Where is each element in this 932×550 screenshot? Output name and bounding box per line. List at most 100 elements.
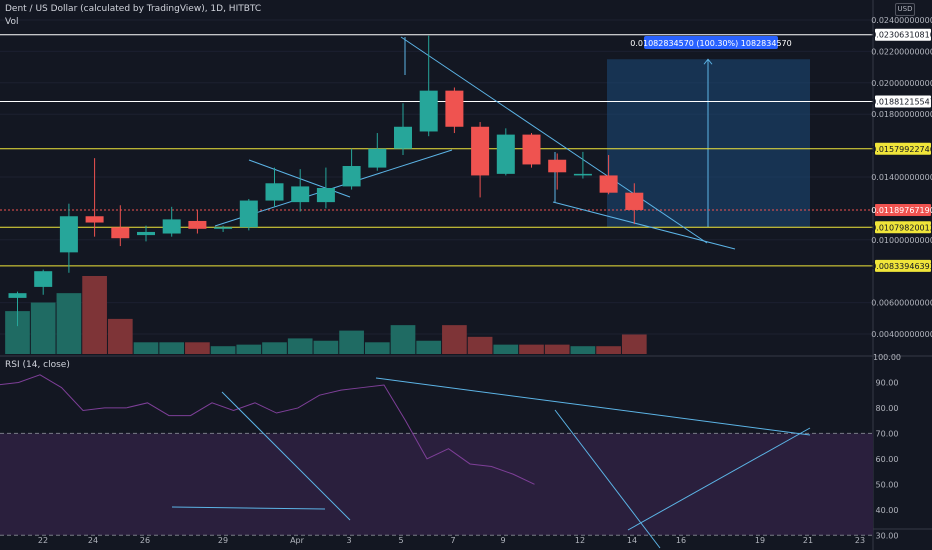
volume-legend: Vol: [5, 17, 19, 27]
price-tick-label: 0.00400000000: [871, 330, 932, 339]
price-level-label: 0.01881215547: [871, 97, 932, 106]
price-level-label: 0.01579922746: [871, 145, 932, 154]
time-tick-label: 7: [450, 536, 455, 545]
volume-bar: [56, 293, 82, 354]
volume-bar: [82, 276, 107, 354]
rsi-legend: RSI (14, close): [5, 360, 70, 370]
volume-bar: [442, 325, 467, 354]
price-level-label-box: [875, 142, 931, 155]
volume-bar: [210, 346, 236, 354]
candle-body: [496, 134, 515, 174]
volume-bar: [364, 342, 390, 354]
rsi-layer: [0, 374, 811, 549]
price-level-label: 0.01189767190: [871, 206, 932, 215]
price-level-label-box: [875, 204, 931, 217]
volume-bar: [416, 340, 442, 354]
candle-body: [8, 293, 27, 298]
price-level-label: 0.01079820012: [871, 223, 932, 232]
rsi-trendline: [221, 391, 351, 521]
volume-bar: [313, 340, 339, 354]
rsi-band-layer: [0, 432, 873, 536]
axis-labels-layer: 0.02400000000 0.02200000000 0.02000000000 0…: [38, 16, 932, 545]
candle-body: [625, 192, 644, 210]
time-tick-label: 5: [398, 536, 403, 545]
measure-tooltip-text: 0.01082834570 (100.30%) 1082834570: [630, 39, 791, 48]
price-level-label-box: [875, 259, 931, 272]
rsi-tick-label: 80.00: [876, 404, 899, 413]
price-tick-label: 0.01800000000: [871, 110, 932, 119]
candle-body: [342, 166, 361, 187]
volume-bar: [262, 342, 287, 354]
time-tick-label: 19: [755, 536, 765, 545]
rsi-line: [0, 374, 535, 485]
currency-badge[interactable]: USD: [895, 3, 915, 16]
candle-body: [85, 216, 104, 223]
trendline: [400, 36, 708, 244]
price-tick-label: 0.02000000000: [871, 79, 932, 88]
volume-bar: [596, 346, 621, 354]
candle-body: [522, 134, 541, 165]
volume-bar: [236, 344, 262, 354]
candle-body: [419, 90, 438, 132]
price-tick-label: 0.02400000000: [871, 16, 932, 25]
candle-body: [59, 216, 78, 253]
price-level-label-box: [875, 221, 931, 234]
candle-body: [573, 173, 592, 176]
rsi-tick-label: 100.00: [873, 353, 901, 362]
candle-body: [394, 126, 412, 149]
rsi-tick-label: 50.00: [876, 480, 899, 489]
time-tick-label: 24: [88, 536, 98, 545]
rsi-tick-label: 90.00: [876, 378, 899, 387]
price-level-label: 0.00833946393: [871, 262, 932, 271]
trendline: [552, 201, 736, 250]
candle-body: [599, 175, 618, 193]
time-tick-label: 22: [38, 536, 48, 545]
volume-bar: [339, 330, 364, 354]
volume-bar: [287, 338, 313, 354]
candle-body: [239, 200, 258, 228]
candle-body: [471, 126, 490, 176]
volume-bar: [493, 344, 519, 354]
candle-body: [265, 183, 284, 201]
time-tick-label: 16: [676, 536, 686, 545]
price-labels-layer: 0.02306310810 0.01881215547 0.01579922746 0…: [871, 28, 932, 272]
candle-body: [291, 186, 310, 203]
volume-bar: [185, 342, 210, 354]
rsi-trendline: [171, 506, 326, 510]
time-tick-label: Apr: [290, 536, 305, 545]
volume-bar: [107, 318, 133, 354]
time-tick-label: 26: [140, 536, 150, 545]
volume-bar: [467, 336, 493, 354]
rsi-tick-label: 30.00: [876, 531, 899, 540]
rsi-tick-label: 40.00: [876, 506, 899, 515]
price-tick-label: 0.01400000000: [871, 173, 932, 182]
price-tick-label: 0.01000000000: [871, 236, 932, 245]
rsi-tick-label: 60.00: [876, 455, 899, 464]
rsi-trendline: [375, 377, 811, 436]
candles-layer[interactable]: [8, 35, 644, 327]
volume-bar: [621, 334, 647, 354]
time-tick-label: 23: [855, 536, 865, 545]
measure-arrow-head: [703, 58, 713, 65]
candle-body: [162, 219, 181, 234]
candle-body: [34, 271, 53, 287]
candle-body: [548, 159, 567, 173]
measure-tooltip-box: [644, 36, 778, 49]
volume-bar: [544, 344, 570, 354]
price-tick-label: 0.02200000000: [871, 47, 932, 56]
time-tick-label: 12: [575, 536, 585, 545]
time-tick-label: 9: [500, 536, 505, 545]
symbol-title: Dent / US Dollar (calculated by TradingV…: [5, 4, 262, 14]
candle-body: [316, 187, 335, 203]
time-tick-label: 3: [346, 536, 351, 545]
candle-body: [368, 148, 387, 168]
rsi-trendline: [554, 409, 661, 549]
candle-body: [111, 227, 130, 239]
candle-body: [137, 231, 155, 236]
volume-bar: [570, 346, 596, 354]
candle-body: [188, 220, 207, 229]
rsi-band: [0, 433, 873, 536]
volume-bar: [133, 342, 159, 354]
rsi-tick-label: 70.00: [876, 429, 899, 438]
